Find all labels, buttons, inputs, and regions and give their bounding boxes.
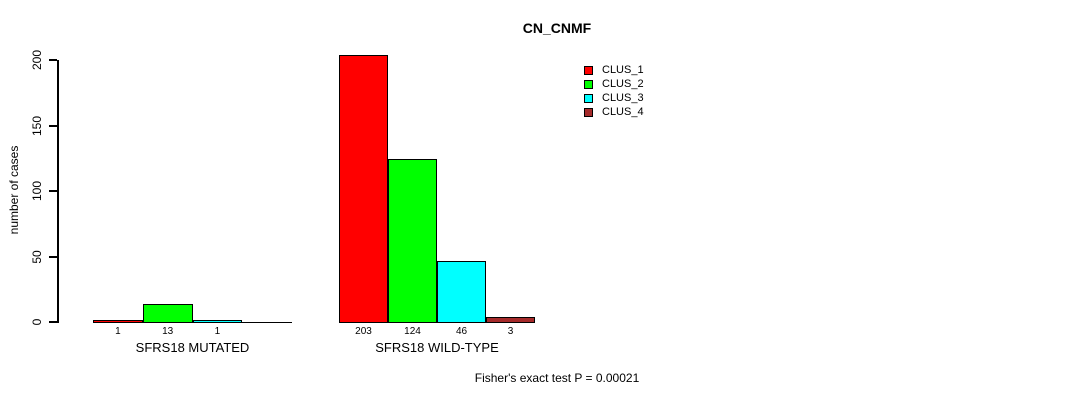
legend-item: CLUS_3 <box>584 91 644 105</box>
y-tick-label: 50 <box>30 249 44 264</box>
group-label: SFRS18 WILD-TYPE <box>375 340 499 355</box>
group-label: SFRS18 MUTATED <box>135 340 250 355</box>
bar-clus_1 <box>339 55 388 323</box>
bar-value-label: 3 <box>507 326 514 337</box>
bar-clus_2 <box>142 304 193 323</box>
bar-clus_3 <box>192 320 243 323</box>
legend-label: CLUS_1 <box>602 64 644 76</box>
legend-item: CLUS_2 <box>584 77 644 91</box>
bar-clus_1 <box>93 320 143 323</box>
y-axis-line <box>57 60 59 323</box>
legend-label: CLUS_3 <box>602 92 644 104</box>
y-tick-label: 100 <box>30 180 44 202</box>
chart-title: CN_CNMF <box>522 20 592 36</box>
bar-value-label: 46 <box>455 326 468 337</box>
bar-value-label: 13 <box>162 326 174 337</box>
bar-clus_2 <box>388 159 437 323</box>
y-tick <box>49 59 57 61</box>
legend-swatch-clus_2 <box>584 79 593 89</box>
bar-clus_4 <box>486 317 535 323</box>
bar-value-label: 1 <box>115 326 121 337</box>
legend: CLUS_1 CLUS_2 CLUS_3 CLUS_4 <box>584 63 644 119</box>
legend-item: CLUS_4 <box>584 105 644 119</box>
legend-item: CLUS_1 <box>584 63 644 77</box>
y-tick <box>49 321 57 323</box>
bar-clus_3 <box>437 261 486 323</box>
legend-swatch-clus_3 <box>584 93 593 103</box>
bar-value-label: 1 <box>214 326 221 337</box>
bar-value-label: 124 <box>404 326 421 337</box>
bar-zero <box>242 322 292 323</box>
y-tick <box>49 255 57 258</box>
bar-value-label: 203 <box>355 326 372 337</box>
stat-annotation: Fisher's exact test P = 0.00021 <box>474 371 640 385</box>
y-tick-label: 150 <box>30 115 44 136</box>
legend-label: CLUS_2 <box>602 78 644 90</box>
y-tick-label: 200 <box>30 49 44 71</box>
y-tick <box>49 124 57 127</box>
legend-label: CLUS_4 <box>602 106 644 118</box>
y-tick-label: 0 <box>30 318 44 326</box>
legend-swatch-clus_1 <box>584 65 593 75</box>
y-tick <box>49 190 57 192</box>
legend-swatch-clus_4 <box>584 107 593 117</box>
